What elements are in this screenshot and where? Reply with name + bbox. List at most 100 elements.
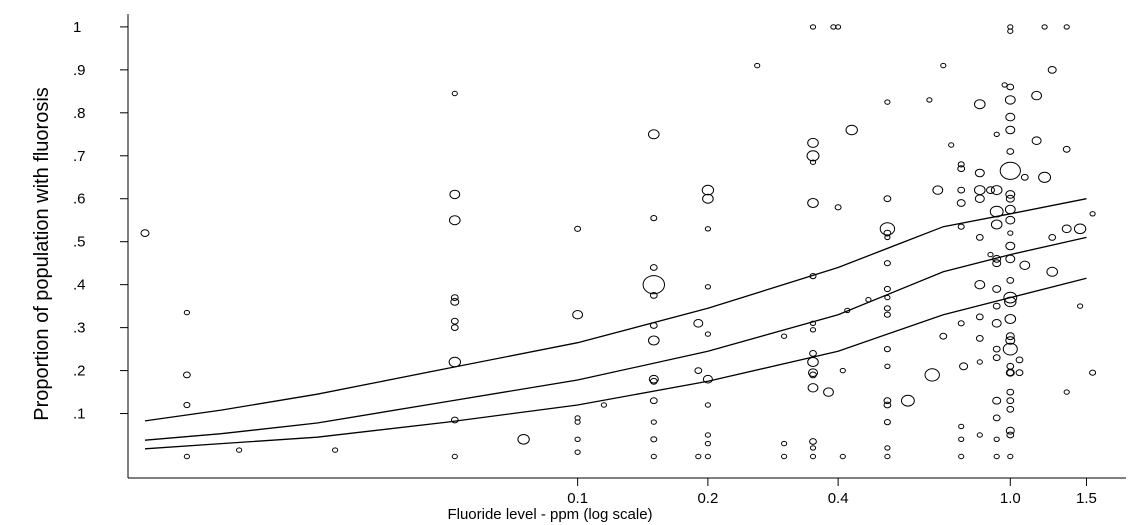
data-point [704, 226, 712, 232]
data-point [1006, 148, 1015, 155]
data-point [932, 185, 944, 195]
data-point [990, 219, 1003, 230]
data-point [948, 142, 955, 148]
data-point [1015, 369, 1024, 377]
data-point [1006, 83, 1015, 91]
data-point [704, 440, 712, 447]
data-point [884, 445, 891, 451]
x-tick-label: 1.5 [1076, 490, 1097, 507]
data-point [884, 453, 891, 460]
data-point [1019, 260, 1031, 270]
data-point [958, 453, 965, 460]
data-point [992, 345, 1001, 353]
data-point [702, 374, 713, 384]
y-tick-label: .4 [73, 277, 86, 294]
data-point [974, 194, 985, 203]
data-point [183, 309, 190, 316]
data-point [957, 161, 965, 168]
data-point [1007, 28, 1014, 34]
data-point [991, 319, 1002, 328]
data-point [1015, 356, 1024, 364]
data-point [879, 222, 896, 236]
data-point [450, 317, 459, 325]
y-tick-label: .3 [73, 320, 86, 337]
data-point [649, 322, 658, 329]
x-tick-label: 0.2 [697, 490, 718, 507]
data-point [1005, 194, 1015, 203]
data-point [883, 229, 892, 237]
data-point [957, 165, 966, 173]
data-point [1007, 230, 1014, 236]
data-point [992, 255, 1002, 263]
y-tick-label: .1 [73, 406, 86, 423]
data-point [974, 168, 985, 178]
data-point [701, 184, 715, 196]
data-point [450, 416, 459, 424]
data-point [642, 275, 665, 295]
data-point [809, 453, 817, 460]
data-point [845, 124, 858, 136]
data-point [704, 453, 712, 460]
data-point [649, 292, 658, 299]
data-point [1002, 342, 1018, 356]
y-tick-label: .5 [73, 234, 86, 251]
data-point [1004, 296, 1017, 308]
fit-curves [144, 198, 1087, 450]
data-point [1005, 112, 1016, 122]
data-point [1007, 24, 1014, 30]
data-point [992, 354, 1001, 362]
data-point [650, 215, 658, 222]
data-point [807, 137, 819, 148]
data-point [992, 285, 1002, 293]
data-point [992, 414, 1001, 422]
data-point [1006, 277, 1015, 284]
data-point [883, 401, 892, 409]
data-point [781, 440, 788, 447]
data-point [574, 419, 581, 425]
data-point [976, 359, 983, 365]
data-point [183, 401, 191, 409]
data-point [884, 234, 891, 241]
y-tick-label: .9 [73, 62, 86, 79]
data-point [926, 97, 933, 103]
y-ticks: .1 .2 .3 .4 .5 .6 .7 .8 .9 1 [73, 19, 128, 423]
data-point [1089, 369, 1097, 376]
x-tick-label: 1.0 [1000, 490, 1021, 507]
data-point [975, 313, 984, 321]
fit-curve-1 [144, 198, 1087, 422]
data-point [1006, 362, 1015, 370]
data-point [1077, 303, 1084, 309]
data-point [839, 367, 846, 374]
data-point [781, 333, 788, 339]
data-point [884, 99, 891, 105]
data-point [1061, 224, 1072, 234]
data-point [1001, 82, 1008, 88]
y-tick-label: 1 [73, 19, 81, 36]
data-point [901, 394, 915, 407]
data-point [808, 368, 818, 378]
data-point [993, 453, 1000, 460]
data-point [992, 259, 1002, 268]
data-point [574, 449, 581, 455]
data-point [1007, 453, 1014, 460]
data-point [1047, 66, 1057, 74]
data-point [974, 185, 986, 196]
data-point [649, 377, 658, 385]
data-point [959, 362, 969, 371]
data-point [1031, 90, 1042, 101]
data-point [993, 436, 1000, 442]
data-point [958, 436, 965, 442]
data-point [694, 367, 703, 375]
data-point [940, 62, 947, 69]
data-point [823, 387, 834, 397]
data-point [974, 280, 986, 290]
data-point [957, 320, 965, 327]
data-point [924, 368, 940, 382]
fit-curve-3 [144, 277, 1087, 450]
data-point [989, 205, 1004, 218]
data-point [449, 215, 461, 226]
y-tick-label: .6 [73, 191, 86, 208]
data-point [1005, 125, 1016, 135]
data-point [883, 305, 891, 312]
